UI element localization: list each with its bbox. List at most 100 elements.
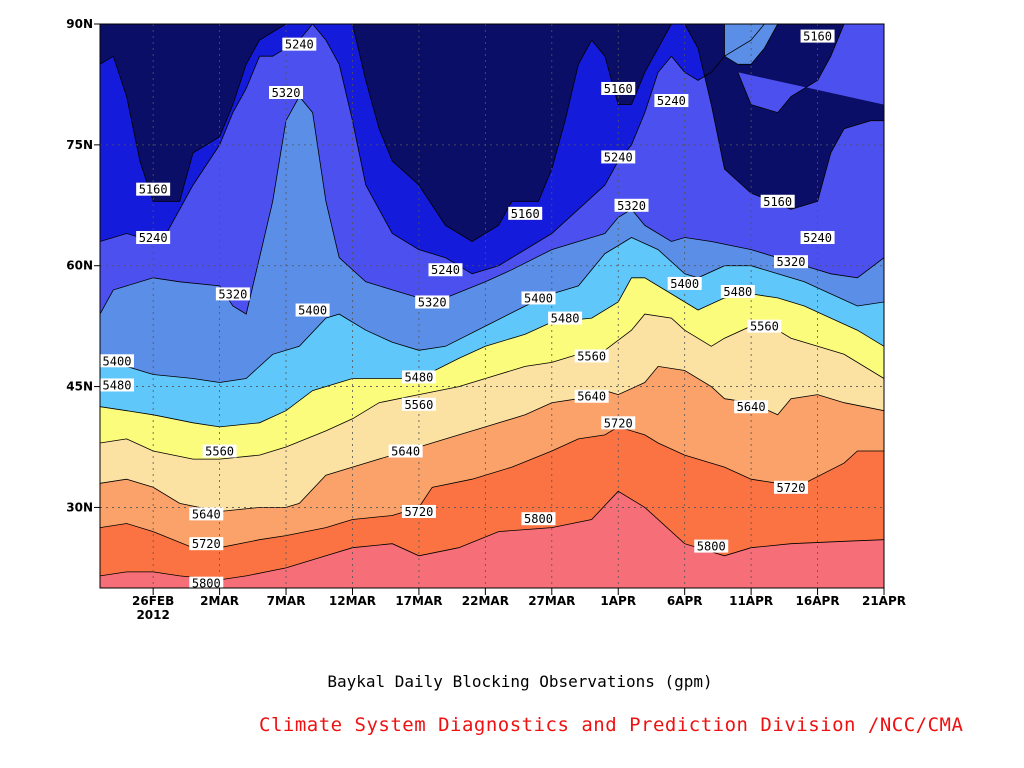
contour-fills: [100, 24, 884, 588]
contour-label-20: 5480: [548, 311, 583, 326]
contour-label-9: 5160: [760, 194, 795, 209]
x-tick-label-0: 26FEB: [132, 594, 174, 608]
contour-label-text: 5720: [192, 537, 221, 551]
contour-label-bg: [269, 85, 304, 99]
contour-label-text: 5560: [404, 398, 433, 412]
isoline-5160-10: [684, 24, 884, 210]
x-axis: 26FEB 2MAR 7MAR 12MAR 17MAR 22MAR 27MAR 1APR 6AP…: [132, 588, 906, 622]
contour-label-text: 5400: [524, 291, 553, 305]
x-tick-label-1: 2MAR: [200, 594, 239, 608]
contour-label-bg: [100, 354, 134, 368]
contour-label-32: 5720: [773, 480, 808, 495]
y-tick-label-4: 90N: [66, 17, 93, 31]
contour-label-14: 5320: [215, 287, 250, 301]
contour-label-5: 5240: [601, 150, 636, 164]
contour-label-text: 5800: [697, 540, 726, 554]
contour-label-bg: [521, 512, 556, 526]
contour-label-bg: [100, 378, 134, 392]
y-tick-label-1: 45N: [66, 380, 93, 394]
contour-label-33: 5640: [189, 507, 224, 521]
contour-label-bg: [548, 311, 583, 325]
contour-label-bg: [800, 29, 835, 43]
contour-label-text: 5640: [391, 445, 420, 459]
contour-label-bg: [601, 150, 636, 164]
fill-band-5160-8: [100, 24, 884, 202]
contour-label-17: 5400: [667, 276, 702, 291]
contour-label-6: 5160: [136, 182, 171, 197]
contour-label-bg: [202, 444, 237, 458]
contour-label-text: 5240: [139, 231, 168, 245]
contour-label-bg: [136, 182, 171, 196]
y-tick-label-2: 60N: [66, 259, 93, 273]
contour-label-bg: [800, 231, 835, 245]
contour-label-18: 5480: [720, 284, 755, 299]
contour-label-24: 5480: [401, 370, 436, 384]
fill-region-5240-0: [737, 24, 884, 113]
contour-label-bg: [136, 231, 171, 245]
x-tick-label-10: 16APR: [796, 594, 840, 608]
contour-label-text: 5800: [192, 577, 221, 591]
contour-label-bg: [521, 291, 556, 305]
contour-label-text: 5320: [777, 255, 806, 269]
contour-label-34: 5720: [401, 504, 436, 519]
contour-label-15: 5400: [521, 291, 556, 305]
contour-label-text: 5320: [418, 295, 447, 309]
contour-label-bg: [428, 263, 463, 277]
contour-label-text: 5320: [218, 287, 247, 301]
x-tick-label-11: 21APR: [862, 594, 906, 608]
contour-label-text: 5240: [604, 150, 633, 164]
isoline-5240-7: [100, 24, 765, 275]
contour-label-bg: [189, 576, 224, 590]
x-tick-label-2: 7MAR: [267, 594, 306, 608]
contour-label-text: 5240: [285, 38, 314, 52]
contour-label-text: 5560: [577, 349, 606, 363]
contour-label-text: 5560: [750, 320, 779, 334]
fill-region-5320-1: [724, 24, 778, 65]
contour-label-text: 5480: [551, 312, 580, 326]
contour-label-text: 5320: [272, 86, 301, 100]
contour-labels: 5240 5320 5160 5240 5160 5240 5160 5160 5320 5160…: [100, 30, 835, 591]
contour-label-bg: [189, 507, 224, 521]
contour-label-25: 5480: [100, 378, 134, 392]
contour-label-text: 5400: [298, 304, 327, 318]
contour-label-13: 5320: [773, 255, 808, 269]
contour-label-bg: [401, 504, 436, 518]
contour-label-text: 5640: [577, 390, 606, 404]
contour-label-bg: [773, 480, 808, 494]
contour-label-16: 5320: [415, 295, 450, 309]
contour-label-12: 5240: [428, 263, 463, 277]
x-tick-label-9: 11APR: [729, 594, 773, 608]
contour-label-bg: [667, 276, 702, 290]
contour-label-bg: [601, 81, 636, 95]
contour-label-text: 5240: [803, 231, 832, 245]
contour-label-text: 5160: [604, 82, 633, 96]
contour-label-10: 5240: [136, 231, 171, 245]
contour-label-27: 5560: [401, 397, 436, 412]
contour-label-35: 5800: [521, 512, 556, 526]
contour-label-text: 5240: [431, 263, 460, 277]
contour-label-26: 5640: [574, 389, 609, 404]
contour-label-4: 5160: [800, 29, 835, 44]
contour-label-text: 5480: [723, 285, 752, 299]
contour-label-37: 5800: [694, 539, 729, 554]
x-year-label: 2012: [136, 608, 169, 622]
contour-label-text: 5160: [139, 183, 168, 197]
contour-label-1: 5320: [269, 85, 304, 100]
contour-label-bg: [282, 37, 317, 51]
contour-label-bg: [508, 206, 543, 220]
contour-label-bg: [189, 537, 224, 551]
chart-title: Baykal Daily Blocking Observations (gpm): [327, 672, 713, 691]
contour-label-0: 5240: [282, 37, 317, 52]
contour-label-bg: [601, 416, 636, 430]
contour-label-29: 5720: [601, 416, 636, 430]
x-tick-label-4: 17MAR: [395, 594, 442, 608]
contour-label-text: 5400: [103, 354, 132, 368]
isoline-5480-4: [100, 277, 884, 428]
contour-label-bg: [760, 194, 795, 208]
x-tick-label-6: 27MAR: [528, 594, 575, 608]
contour-label-30: 5560: [202, 444, 237, 459]
contour-label-38: 5800: [189, 576, 224, 591]
isoline-5320-closed-1: [724, 24, 779, 65]
contour-label-text: 5160: [763, 195, 792, 209]
x-tick-label-8: 6APR: [667, 594, 703, 608]
